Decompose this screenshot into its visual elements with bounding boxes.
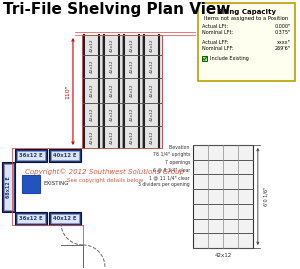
Text: 42x12: 42x12 bbox=[110, 60, 114, 73]
Text: 42x12: 42x12 bbox=[90, 38, 94, 52]
Text: 42x12: 42x12 bbox=[130, 38, 134, 52]
Text: 110": 110" bbox=[65, 84, 70, 99]
Bar bbox=[4, 164, 13, 210]
Text: 42x12: 42x12 bbox=[130, 130, 134, 144]
Text: 269'6": 269'6" bbox=[275, 46, 291, 51]
Text: Nominal LFt:: Nominal LFt: bbox=[202, 30, 233, 35]
Text: Actual LFF:: Actual LFF: bbox=[202, 40, 228, 45]
Text: 6'0 1/6": 6'0 1/6" bbox=[263, 187, 268, 206]
Text: Nominal LFF:: Nominal LFF: bbox=[202, 46, 233, 51]
Text: 76 1/4" uprights: 76 1/4" uprights bbox=[152, 153, 190, 157]
Text: 3 dividers per opening: 3 dividers per opening bbox=[138, 182, 190, 187]
Text: 1 @ 11 1/4" clear: 1 @ 11 1/4" clear bbox=[149, 175, 190, 180]
Bar bbox=[51, 151, 79, 160]
Text: 42x12: 42x12 bbox=[110, 130, 114, 144]
Text: 36x12 E: 36x12 E bbox=[19, 153, 43, 158]
Text: 42x12: 42x12 bbox=[90, 108, 94, 121]
Text: 7 openings: 7 openings bbox=[164, 160, 190, 165]
Bar bbox=[15, 149, 47, 162]
Text: 42x12: 42x12 bbox=[150, 108, 154, 121]
Bar bbox=[15, 212, 47, 225]
Text: 40x12 E: 40x12 E bbox=[53, 216, 77, 221]
Text: EXISTING: EXISTING bbox=[44, 182, 70, 186]
Text: 42x12: 42x12 bbox=[90, 130, 94, 144]
Text: 42x12: 42x12 bbox=[150, 130, 154, 144]
Text: Items not assigned to a Position: Items not assigned to a Position bbox=[204, 16, 289, 21]
Bar bbox=[2, 162, 15, 212]
Bar bbox=[198, 3, 295, 81]
Text: 42x12: 42x12 bbox=[110, 108, 114, 121]
Text: 6 @ 9 3/4" clear: 6 @ 9 3/4" clear bbox=[153, 168, 190, 172]
Text: Elevation: Elevation bbox=[169, 145, 190, 150]
Text: 0.000": 0.000" bbox=[274, 24, 291, 29]
Text: 42x12: 42x12 bbox=[110, 84, 114, 97]
Text: Actual LFt:: Actual LFt: bbox=[202, 24, 228, 29]
Text: 42x12: 42x12 bbox=[150, 84, 154, 97]
Bar bbox=[49, 212, 81, 225]
Text: 36x12 E: 36x12 E bbox=[19, 216, 43, 221]
Text: 42x12: 42x12 bbox=[90, 60, 94, 73]
Text: See copyright details below: See copyright details below bbox=[67, 178, 143, 183]
Text: 42x12: 42x12 bbox=[130, 60, 134, 73]
Text: Filing Capacity: Filing Capacity bbox=[217, 9, 276, 15]
Text: xxxx": xxxx" bbox=[277, 40, 291, 45]
Text: Tri-File Shelving Plan View: Tri-File Shelving Plan View bbox=[3, 2, 230, 17]
Text: 0.375": 0.375" bbox=[274, 30, 291, 35]
Bar bbox=[17, 214, 45, 223]
Text: Copyright© 2012 Southwest Solutions Group: Copyright© 2012 Southwest Solutions Grou… bbox=[26, 169, 184, 175]
Bar bbox=[82, 35, 162, 148]
Text: 42x12: 42x12 bbox=[150, 60, 154, 73]
Text: 42x12: 42x12 bbox=[130, 84, 134, 97]
Text: 42x12: 42x12 bbox=[90, 84, 94, 97]
Text: 42x12: 42x12 bbox=[150, 38, 154, 52]
Bar bbox=[193, 145, 253, 248]
Bar bbox=[202, 56, 207, 61]
Text: 42x12: 42x12 bbox=[130, 108, 134, 121]
Text: 42x12: 42x12 bbox=[214, 253, 232, 258]
Bar bbox=[49, 149, 81, 162]
Bar bbox=[51, 214, 79, 223]
Text: Include Existing: Include Existing bbox=[210, 56, 249, 61]
Text: 42x12: 42x12 bbox=[110, 38, 114, 52]
Bar bbox=[22, 175, 40, 193]
Text: 40x12 E: 40x12 E bbox=[53, 153, 77, 158]
Text: 68x12 E: 68x12 E bbox=[6, 176, 11, 198]
Bar bbox=[17, 151, 45, 160]
